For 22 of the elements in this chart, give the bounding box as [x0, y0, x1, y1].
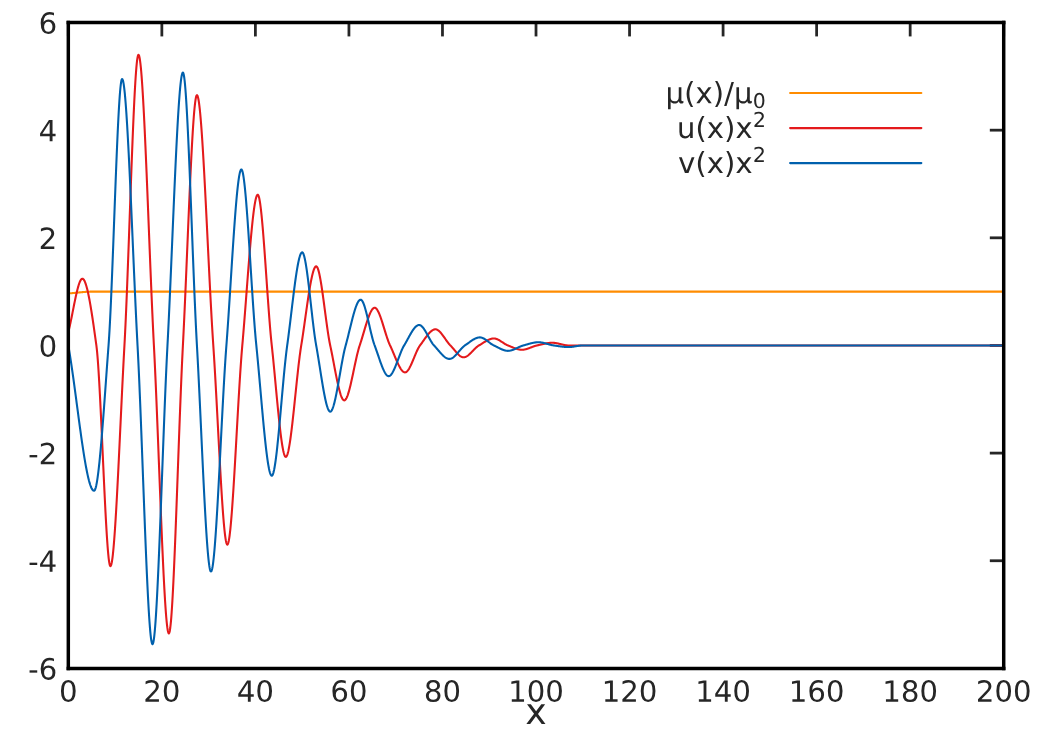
- x-tick-label: 40: [238, 680, 273, 703]
- x-tick-label: 140: [698, 680, 749, 703]
- x-axis-title: x: [526, 704, 546, 725]
- y-tick-label: -6: [29, 657, 56, 680]
- legend-label: μ(x)/μ$_{0}$: [668, 81, 765, 110]
- x-tick-label: 120: [604, 680, 656, 703]
- x-tick-label: 100: [511, 680, 562, 703]
- legend-label: v(x)x$^{2}$: [678, 146, 764, 177]
- x-tick-label: 80: [425, 680, 460, 703]
- x-tick-label: 160: [791, 680, 843, 703]
- x-tick-label: 0: [60, 680, 76, 703]
- y-tick-label: 0: [40, 334, 56, 357]
- y-tick-label: -4: [29, 550, 56, 572]
- y-tick-label: 2: [40, 227, 55, 249]
- y-tick-label: 6: [40, 11, 56, 35]
- x-tick-label: 60: [332, 680, 366, 703]
- x-tick-label: 180: [885, 680, 937, 703]
- legend-label: u(x)x$^{2}$: [679, 111, 764, 142]
- x-tick-label: 200: [978, 680, 1030, 703]
- x-tick-label: 20: [145, 680, 179, 703]
- y-tick-label: 4: [40, 119, 56, 142]
- y-tick-label: -2: [29, 442, 55, 465]
